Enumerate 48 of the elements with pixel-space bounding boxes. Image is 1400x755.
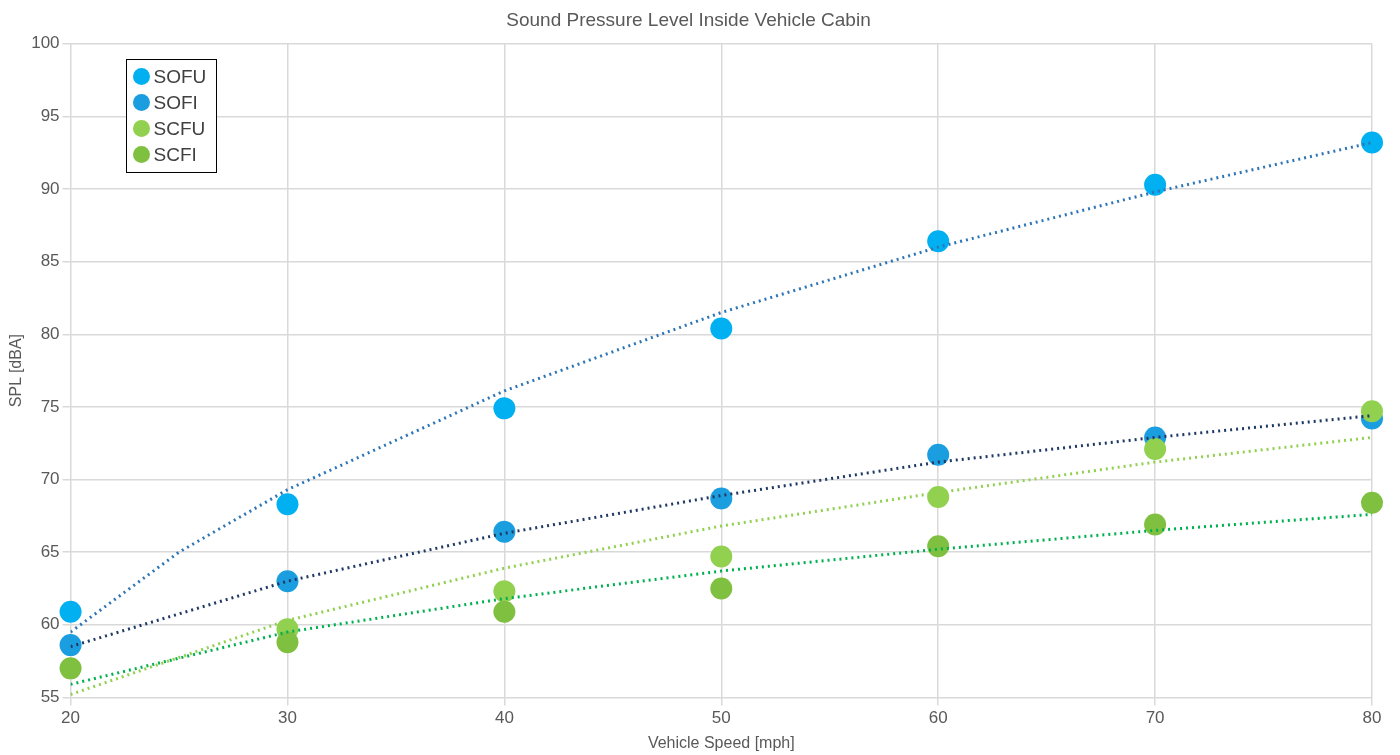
legend-label: SCFU (153, 117, 206, 140)
legend-label: SOFI (153, 91, 198, 114)
point (927, 485, 950, 508)
x-tick-label: 20 (61, 708, 81, 728)
x-tick-label: 80 (1362, 708, 1382, 728)
point (1144, 513, 1167, 536)
x-tick-label: 50 (711, 708, 731, 728)
point (59, 634, 82, 657)
y-tick-label: 75 (40, 396, 60, 416)
point (493, 600, 516, 623)
point (927, 443, 950, 466)
point (59, 600, 82, 623)
point (493, 520, 516, 543)
point (493, 580, 516, 603)
point (1361, 131, 1383, 154)
chart-title: Sound Pressure Level Inside Vehicle Cabin (506, 8, 871, 30)
x-tick-label: 30 (278, 708, 297, 728)
legend-label: SCFI (153, 143, 197, 166)
x-axis-title: Vehicle Speed [mph] (647, 733, 795, 751)
y-tick-label: 85 (40, 251, 60, 271)
y-axis-title: SPL [dBA] (7, 333, 25, 408)
point (1144, 438, 1167, 461)
y-tick-label: 100 (31, 33, 60, 53)
x-tick-label: 70 (1145, 708, 1165, 728)
point (276, 570, 299, 593)
point (1361, 400, 1383, 423)
y-tick-label: 55 (40, 687, 60, 707)
point (493, 397, 516, 420)
point (276, 631, 299, 654)
point (710, 545, 733, 568)
point (59, 657, 82, 680)
legend-label: SOFU (153, 65, 207, 88)
x-tick-label: 40 (494, 708, 514, 728)
y-tick-label: 65 (40, 541, 60, 561)
point (927, 230, 950, 253)
point (927, 535, 950, 558)
point (710, 487, 733, 510)
point (276, 493, 299, 516)
point (1144, 173, 1167, 196)
x-tick-label: 60 (928, 708, 948, 728)
point (1361, 491, 1383, 514)
point (710, 577, 733, 600)
y-tick-label: 95 (40, 106, 60, 126)
point (710, 317, 733, 340)
y-tick-label: 60 (40, 614, 60, 634)
y-tick-label: 70 (40, 469, 60, 489)
y-tick-label: 80 (40, 323, 60, 343)
y-tick-label: 90 (40, 178, 60, 198)
